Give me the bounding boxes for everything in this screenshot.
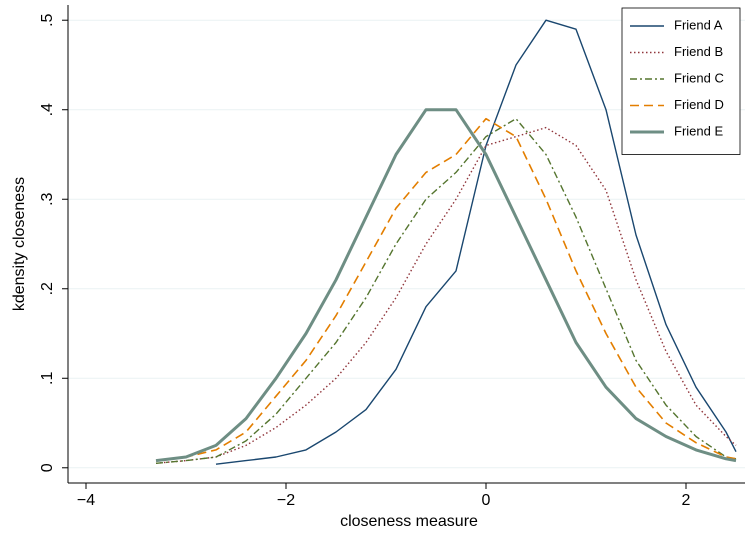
series-line: [155, 118, 737, 464]
series-line: [215, 19, 737, 465]
y-tick-label: .3: [39, 192, 56, 205]
legend-label: Friend D: [674, 97, 724, 112]
x-tick-label: 0: [482, 492, 491, 509]
y-tick-label: .5: [39, 13, 56, 26]
legend: Friend A Friend B Friend C Friend D Friend E: [621, 7, 741, 155]
legend-label: Friend E: [674, 123, 723, 138]
legend-label: Friend C: [674, 70, 724, 85]
series-line: [155, 108, 737, 463]
y-tick-label: 0: [39, 463, 56, 472]
y-tick-label: .4: [39, 103, 56, 116]
y-axis-label: kdensity closeness: [11, 177, 28, 311]
x-tick-label: 2: [682, 492, 691, 509]
legend-box: [621, 7, 741, 155]
y-tick-label: .1: [39, 371, 56, 384]
legend-label: Friend B: [674, 44, 723, 59]
y-tick-label: .2: [39, 282, 56, 295]
x-tick-label: −2: [277, 492, 295, 509]
x-tick-label: −4: [77, 492, 95, 509]
series-line: [155, 126, 737, 464]
x-axis-label: closeness measure: [340, 513, 478, 530]
legend-label: Friend A: [674, 17, 723, 32]
series-line: [155, 117, 737, 462]
